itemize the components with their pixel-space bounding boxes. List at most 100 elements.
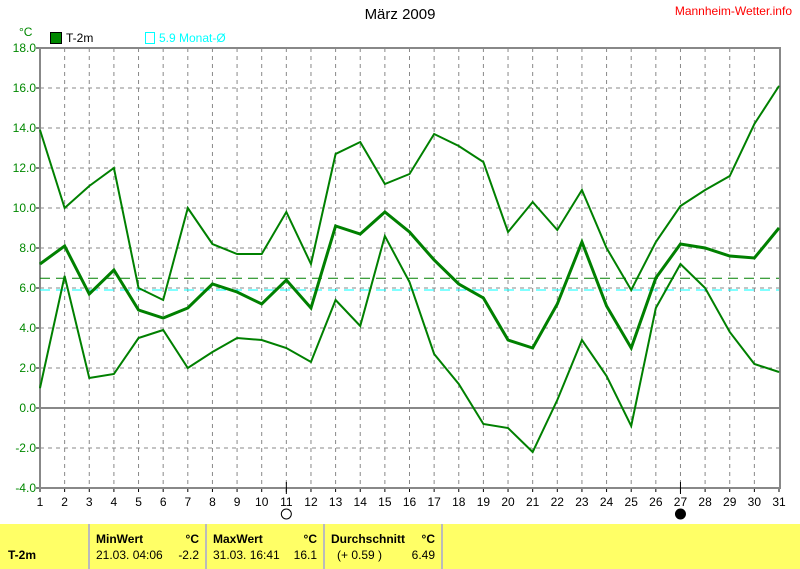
data-point-mean (39, 263, 41, 265)
temperature-chart: 1 2 3 4 5 6 7 8 9 10 11 12 13 14 15 16 17 18 19 20 21 22 23 24 2… (13, 41, 786, 520)
x-tick-label: 11 (280, 495, 293, 509)
y-tick-label: -2.0 (15, 441, 36, 455)
data-point-min (778, 371, 780, 373)
legend-series: T-2m (50, 31, 93, 45)
x-tick-label: 15 (378, 495, 392, 509)
data-point-min (409, 281, 410, 283)
avg-value: 6.49 (411, 548, 435, 562)
data-point-mean (729, 255, 731, 257)
x-tick-label: 8 (209, 495, 216, 509)
max-time: 31.03. 16:41 (213, 548, 280, 562)
data-point-mean (458, 283, 460, 285)
x-tick-label: 26 (649, 495, 663, 509)
data-point-max (433, 133, 435, 135)
data-point-max (556, 229, 558, 231)
data-point-min (261, 339, 263, 341)
x-tick-label: 12 (304, 495, 318, 509)
data-point-mean (187, 307, 189, 309)
data-point-min (162, 329, 164, 331)
data-point-mean (753, 257, 755, 259)
data-point-min (729, 331, 731, 333)
data-point-mean (138, 309, 140, 311)
x-tick-label: 24 (600, 495, 614, 509)
data-point-min (704, 287, 706, 289)
data-point-min (433, 353, 435, 355)
min-header: MinWert (96, 532, 144, 546)
data-point-max (162, 299, 164, 301)
y-tick-label: 8.0 (19, 241, 36, 255)
data-point-max (335, 153, 337, 155)
data-point-max (482, 161, 484, 163)
x-tick-label: 29 (723, 495, 737, 509)
data-point-min (138, 337, 140, 339)
x-tick-label: 22 (551, 495, 565, 509)
data-point-max (113, 167, 115, 169)
data-point-max (261, 253, 263, 255)
x-tick-label: 27 (674, 495, 688, 509)
data-point-max (507, 231, 509, 233)
min-time: 21.03. 04:06 (96, 548, 163, 562)
y-tick-label: 6.0 (19, 281, 36, 295)
plot-frame (39, 47, 781, 489)
x-tick-label: 6 (160, 495, 167, 509)
data-point-min (581, 339, 583, 341)
data-point-mean (88, 293, 90, 295)
x-tick-label: 9 (234, 495, 241, 509)
data-point-mean (310, 307, 312, 309)
data-point-max (359, 141, 361, 143)
x-tick-label: 5 (135, 495, 142, 509)
x-tick-label: 3 (86, 495, 93, 509)
data-point-min (679, 263, 681, 265)
row-label: T-2m (8, 548, 37, 562)
data-point-mean (113, 269, 115, 271)
x-tick-label: 23 (575, 495, 589, 509)
data-point-max (285, 211, 287, 213)
data-point-max (729, 175, 731, 177)
data-point-mean (704, 247, 706, 249)
data-point-max (581, 189, 583, 191)
data-point-mean (606, 305, 608, 307)
data-point-mean (359, 233, 361, 235)
x-tick-label: 1 (37, 495, 44, 509)
legend-series-label: T-2m (66, 31, 94, 45)
y-tick-label: 12.0 (13, 161, 37, 175)
data-point-mean (532, 347, 534, 349)
max-header: MaxWert (213, 532, 263, 546)
data-point-mean (482, 297, 484, 299)
data-point-max (532, 201, 534, 203)
data-point-min (507, 427, 509, 429)
data-point-mean (64, 245, 66, 247)
data-point-max (310, 263, 312, 265)
data-point-min (482, 423, 484, 425)
data-point-min (187, 367, 189, 369)
data-point-max (211, 243, 213, 245)
data-point-min (556, 399, 558, 401)
data-point-min (236, 337, 238, 339)
y-axis-unit: °C (19, 25, 33, 39)
legend-reference-label: 5.9 Monat-Ø (159, 31, 226, 45)
y-tick-label: 18.0 (13, 41, 37, 55)
data-point-min (655, 307, 657, 309)
data-point-max (679, 205, 681, 207)
brand-link[interactable]: Mannheim-Wetter.info (674, 4, 792, 18)
data-point-mean (679, 243, 681, 245)
min-unit: °C (185, 532, 199, 546)
data-point-mean (581, 241, 583, 243)
max-value: 16.1 (293, 548, 317, 562)
legend-swatch-icon (50, 32, 62, 44)
x-tick-label: 16 (403, 495, 417, 509)
legend-swatch-icon (145, 32, 155, 44)
y-tick-label: 4.0 (19, 321, 36, 335)
new-moon-icon (674, 508, 686, 520)
y-tick-label: 16.0 (13, 81, 37, 95)
data-point-mean (384, 211, 386, 213)
y-tick-label: 10.0 (13, 201, 37, 215)
data-point-max (384, 183, 386, 185)
data-point-max (409, 173, 410, 175)
data-point-mean (630, 347, 632, 349)
data-point-max (753, 123, 755, 125)
avg-column: Durchschnitt °C (+ 0.59 ) 6.49 (323, 524, 443, 569)
data-point-min (458, 383, 460, 385)
data-point-max (236, 253, 238, 255)
data-point-min (113, 373, 115, 375)
